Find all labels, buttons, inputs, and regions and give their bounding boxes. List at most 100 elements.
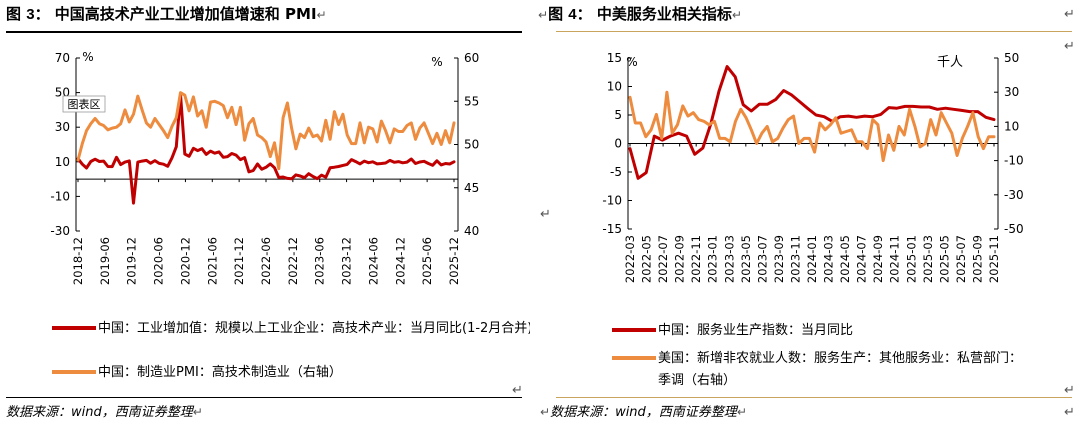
right-x-tick-label: 2022-07: [656, 235, 670, 283]
right-left-tick-label: 5: [614, 108, 622, 122]
right-x-tick-label: 2023-01: [706, 235, 720, 283]
right-legend-label-2: 美国：新增非农就业人数：服务生产：其他服务业：私营部门：: [658, 350, 1022, 366]
left-x-tick-label: 2025-12: [447, 237, 461, 285]
right-x-tick-label: 2023-05: [739, 235, 753, 283]
right-source-text: 数据来源：wind，西南证券整理: [550, 405, 737, 420]
right-title-lead-mark: ↵: [538, 8, 549, 22]
right-title-prefix: 图: [548, 5, 569, 23]
left-right-tick-label: 45: [464, 181, 479, 195]
right-left-tick-label: 15: [607, 51, 622, 65]
left-right-unit: %: [431, 55, 442, 69]
left-title-prefix: 图: [6, 5, 27, 23]
left-x-tick-label: 2023-06: [313, 237, 327, 285]
right-series-1-line: [628, 65, 996, 180]
left-series-1-line: [76, 92, 456, 205]
right-x-tick-label: 2025-11: [987, 235, 1001, 283]
left-left-tick-label: 10: [55, 155, 70, 169]
right-source-paragraph-mark: ↵: [736, 405, 747, 419]
left-x-tick-label: 2020-06: [152, 237, 166, 285]
left-chart-legend: 中国：工业增加值：规模以上工业企业：高技术产业：当月同比(1-2月合并) 中国：制…: [52, 320, 530, 380]
right-paragraph-mark-legend: ↵: [1064, 383, 1075, 398]
right-x-tick-label: 2024-03: [822, 235, 836, 283]
right-x-tick-label: 2024-01: [805, 235, 819, 283]
left-right-tick-label: 60: [464, 51, 479, 65]
right-x-tick-label: 2022-05: [640, 235, 654, 283]
left-x-tick-label: 2022-12: [286, 237, 300, 285]
left-legend-label-1: 中国：工业增加值：规模以上工业企业：高技术产业：当月同比(1-2月合并): [98, 320, 530, 336]
left-paragraph-mark: ↵: [512, 383, 523, 398]
right-x-tick-label: 2025-05: [937, 235, 951, 283]
right-source-rule: [556, 397, 1072, 398]
right-x-tick-label: 2024-09: [871, 235, 885, 283]
right-title-text: ： 中美服务业相关指标: [576, 5, 732, 23]
left-title-rule: [6, 31, 522, 33]
right-right-tick-label: 30: [1004, 85, 1019, 99]
right-x-tick-label: 2023-07: [755, 235, 769, 283]
right-x-tick-label: 2022-11: [689, 235, 703, 283]
left-right-tick-label: 50: [464, 138, 479, 152]
right-left-tick-label: 10: [607, 80, 622, 94]
left-legend-label-2: 中国：制造业PMI：高技术制造业（右轴）: [98, 364, 342, 380]
right-x-tick-label: 2024-11: [888, 235, 902, 283]
right-chart-lines: [628, 65, 996, 180]
left-x-tick-label: 2023-12: [340, 237, 354, 285]
left-x-tick-label: 2021-12: [232, 237, 246, 285]
right-x-tick-label: 2025-01: [904, 235, 918, 283]
right-x-tick-label: 2025-09: [970, 235, 984, 283]
left-left-tick-label: -10: [50, 189, 70, 203]
left-right-tick-label: 40: [464, 224, 479, 238]
left-title-number: 3: [26, 6, 35, 23]
right-chart-legend: 中国：服务业生产指数：当月同比美国：新增非农就业人数：服务生产：其他服务业：私营…: [612, 322, 1022, 388]
right-source: ↵数据来源：wind，西南证券整理↵: [540, 404, 747, 421]
right-right-tick-label: -30: [1004, 188, 1024, 202]
right-paragraph-mark-mid: ↵: [540, 207, 551, 222]
left-left-tick-label: 70: [55, 51, 70, 65]
right-right-tick-label: -10: [1004, 154, 1024, 168]
right-title-end-mark: ↵: [1064, 7, 1075, 22]
left-left-unit: %: [82, 50, 93, 64]
left-x-tick-label: 2024-12: [393, 237, 407, 285]
left-chart-lines: [76, 91, 456, 205]
right-title-paragraph-mark: ↵: [731, 8, 742, 22]
left-x-tick-label: 2019-06: [98, 237, 112, 285]
right-left-unit: %: [626, 55, 637, 69]
left-chart-area-tag-box: [62, 95, 106, 113]
left-series-2-line: [76, 91, 456, 171]
right-right-unit: 千人: [937, 55, 963, 70]
right-left-tick-label: -5: [610, 165, 622, 179]
left-x-tick-label: 2022-06: [259, 237, 273, 285]
right-title-rule: [556, 31, 1072, 32]
right-x-tick-label: 2024-07: [855, 235, 869, 283]
left-source-text: 数据来源：wind，西南证券整理: [6, 405, 193, 420]
right-right-tick-label: -50: [1004, 222, 1024, 236]
right-x-tick-label: 2022-03: [623, 235, 637, 283]
left-source: 数据来源：wind，西南证券整理↵: [6, 404, 203, 421]
right-x-tick-label: 2023-09: [772, 235, 786, 283]
left-x-tick-label: 2020-12: [178, 237, 192, 285]
right-left-tick-label: -15: [602, 222, 622, 236]
right-source-end-mark: ↵: [1064, 405, 1075, 420]
left-source-paragraph-mark: ↵: [192, 405, 203, 419]
left-title-paragraph-mark: ↵: [316, 8, 327, 22]
left-left-tick-label: 30: [55, 120, 70, 134]
left-x-tick-label: 2025-06: [420, 237, 434, 285]
left-figure-title: 图 3： 中国高技术产业工业增加值增速和 PMI↵: [6, 4, 327, 25]
right-x-tick-label: 2025-03: [921, 235, 935, 283]
right-legend-label-2: 季调（右轴）: [658, 373, 736, 388]
right-title-number: 4: [568, 6, 577, 23]
left-x-tick-label: 2021-06: [205, 237, 219, 285]
right-source-lead-mark: ↵: [540, 405, 551, 419]
right-x-tick-label: 2023-03: [722, 235, 736, 283]
left-x-tick-label: 2024-06: [366, 237, 380, 285]
right-series-2-line: [628, 90, 996, 163]
left-title-text: ： 中国高技术产业工业增加值增速和 PMI: [34, 5, 317, 23]
right-x-tick-label: 2022-09: [673, 235, 687, 283]
right-paragraph-mark-top: ↵: [1064, 39, 1075, 54]
left-x-tick-label: 2018-12: [71, 237, 85, 285]
left-right-tick-label: 55: [464, 94, 479, 108]
right-right-tick-label: 10: [1004, 119, 1019, 133]
